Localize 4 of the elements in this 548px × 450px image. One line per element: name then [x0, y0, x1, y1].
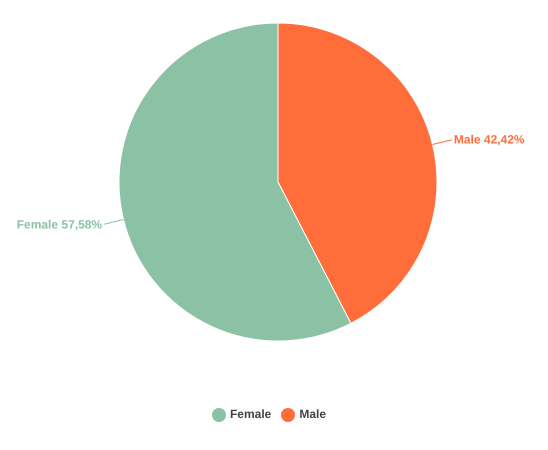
data-label: Male 42,42%: [454, 132, 525, 146]
data-label: Female 57,58%: [16, 218, 102, 232]
legend-label: Male: [299, 407, 326, 422]
legend-label: Female: [230, 407, 272, 422]
